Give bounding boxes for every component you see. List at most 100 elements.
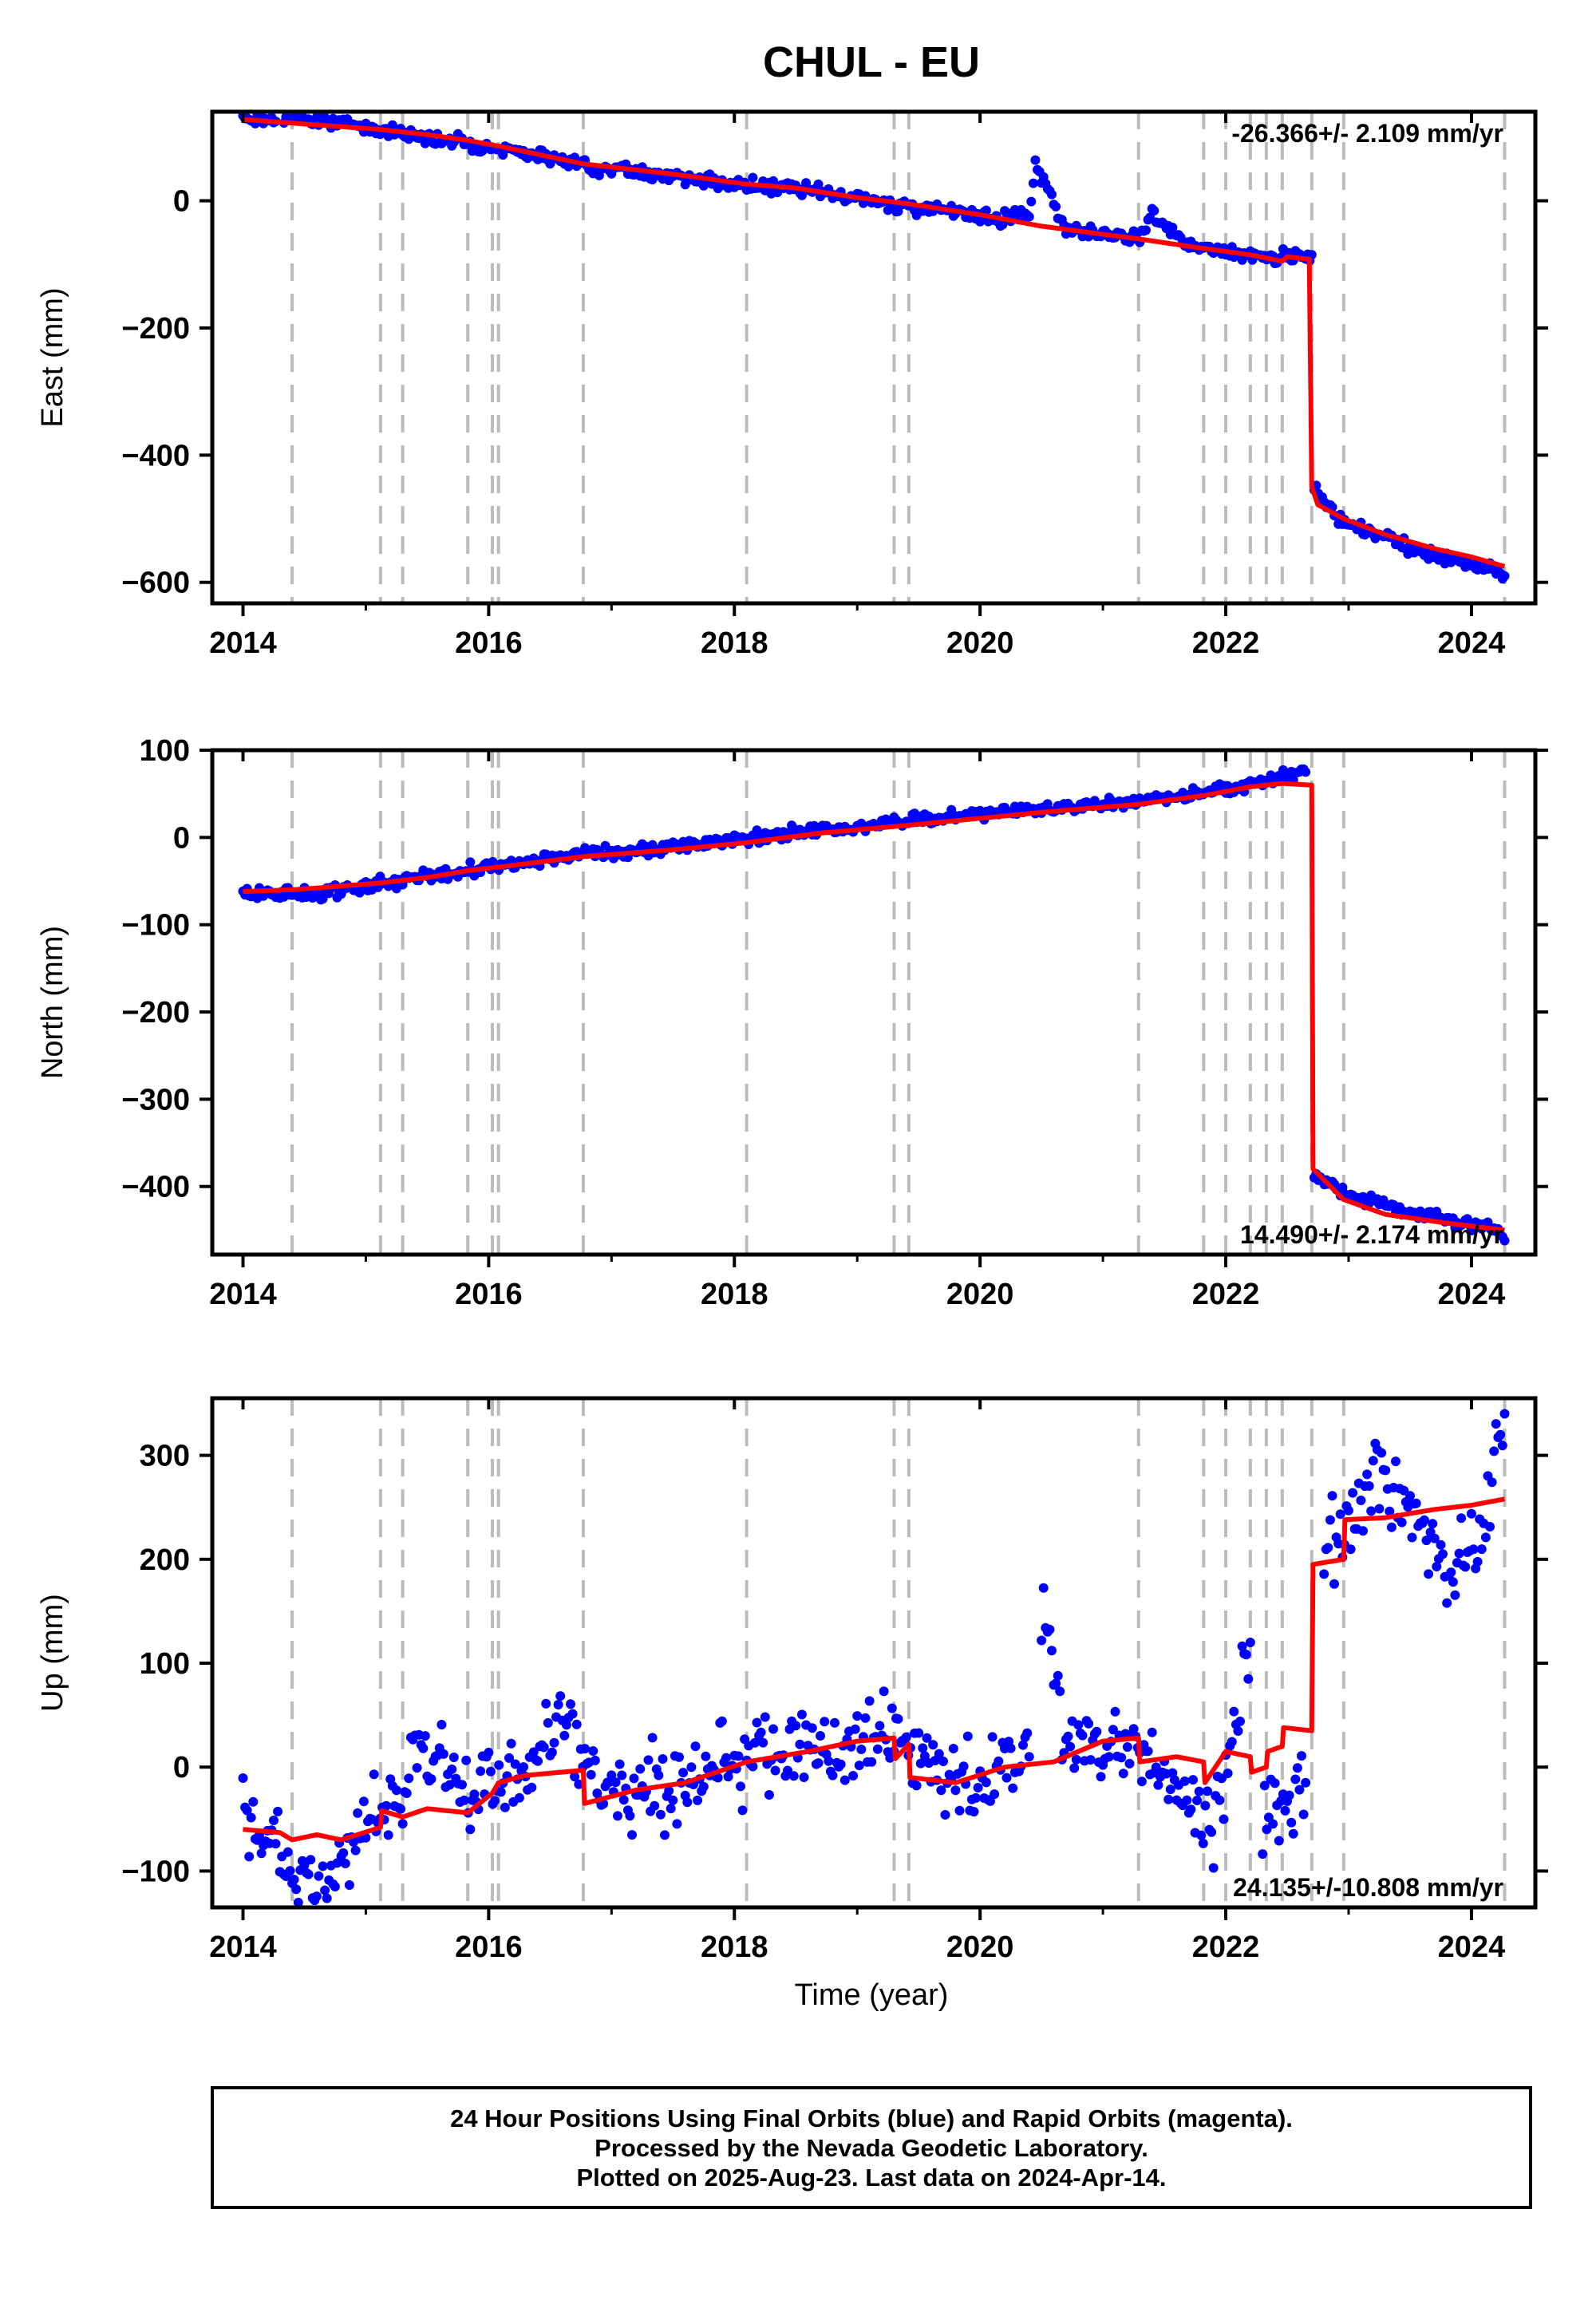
data-point [1022, 1728, 1033, 1738]
data-point [1245, 1637, 1255, 1647]
data-point [872, 1744, 883, 1754]
data-point [1476, 1544, 1487, 1555]
data-point [1323, 1543, 1333, 1553]
data-point [1424, 1569, 1434, 1579]
data-point [1071, 1754, 1081, 1765]
data-point [1487, 1477, 1497, 1488]
data-point [285, 1866, 295, 1876]
data-point [1153, 1780, 1163, 1790]
data-point [796, 1709, 807, 1720]
data-point [1104, 1752, 1114, 1762]
x-axis-label: Time (year) [795, 1978, 949, 2012]
panel-up: 2014 2016 2018 2020 2022 2024 300 200 100 0 −100 Up… [36, 1396, 1548, 1964]
data-point [824, 1756, 834, 1766]
y-axis-label: Up (mm) [36, 1594, 69, 1712]
data-point [1344, 1505, 1353, 1516]
y-tick-label: −400 [121, 1171, 190, 1204]
scatter-points [238, 110, 1510, 584]
data-point [1024, 211, 1034, 222]
data-point [701, 1751, 711, 1761]
data-point [919, 1751, 930, 1761]
data-point [469, 1789, 480, 1800]
data-point [555, 1691, 566, 1701]
data-point [1385, 1506, 1395, 1516]
data-point [1053, 1670, 1063, 1681]
data-point [1356, 1496, 1366, 1505]
data-point [1491, 1419, 1501, 1429]
data-point [643, 1755, 654, 1765]
data-point [586, 1769, 596, 1780]
data-point [668, 1795, 678, 1805]
plot-frame [210, 748, 1538, 1257]
data-point [749, 1737, 760, 1748]
data-point [514, 1792, 524, 1803]
panel-north: 2014 2016 2018 2020 2022 2024 100 0 −100 −200 −300… [36, 734, 1548, 1311]
data-point [764, 1790, 774, 1800]
data-point [1051, 1678, 1061, 1689]
data-point [396, 1804, 406, 1814]
data-point [717, 1716, 727, 1726]
data-point [291, 1884, 302, 1895]
data-point [1460, 1562, 1471, 1572]
data-point [658, 1754, 668, 1764]
data-point [273, 1806, 283, 1816]
x-tick-label: 2014 [209, 626, 277, 660]
data-point [293, 1897, 303, 1907]
y-axis-label: East (mm) [36, 287, 69, 427]
data-point [1327, 1491, 1337, 1501]
rate-annotation: 14.490+/- 2.174 mm/yr [1240, 1220, 1503, 1249]
data-point [1149, 206, 1159, 215]
data-point [682, 1797, 693, 1808]
data-point [998, 219, 1008, 230]
data-point [1335, 1509, 1345, 1520]
data-point [504, 1753, 514, 1763]
data-point [613, 1811, 622, 1821]
data-point [269, 1816, 279, 1825]
data-point [383, 1830, 393, 1840]
data-point [1085, 1755, 1096, 1765]
data-point [1005, 1743, 1016, 1753]
data-point [306, 1855, 316, 1865]
data-point [981, 205, 991, 215]
data-point [756, 1727, 766, 1737]
data-point [1055, 1686, 1065, 1697]
data-point [387, 120, 397, 130]
data-point [353, 1808, 363, 1818]
data-point [448, 1753, 459, 1762]
data-point [698, 1781, 709, 1792]
data-point [571, 1719, 582, 1729]
data-point [693, 1795, 703, 1805]
data-point [852, 1711, 863, 1721]
data-point [1028, 178, 1038, 188]
data-point [320, 1885, 330, 1895]
data-point [655, 1809, 666, 1820]
data-point [660, 1830, 670, 1840]
data-point [950, 1785, 961, 1796]
data-point [1118, 1769, 1128, 1779]
data-point [987, 1732, 998, 1742]
data-point [330, 1882, 340, 1891]
chart-title: CHUL - EU [763, 38, 980, 86]
data-point [1194, 1786, 1204, 1796]
data-point [1374, 1504, 1385, 1514]
x-tick-label: 2018 [701, 626, 768, 660]
data-point [459, 1795, 469, 1805]
data-point [893, 206, 903, 216]
data-point [915, 1758, 926, 1769]
data-point [1203, 1786, 1212, 1796]
data-point [1073, 1720, 1084, 1730]
data-point [1208, 1863, 1219, 1873]
data-point [1407, 1532, 1417, 1543]
data-point [748, 1761, 758, 1772]
data-point [1196, 1830, 1207, 1840]
data-point [485, 1766, 496, 1777]
y-tick-label: 0 [173, 1751, 190, 1784]
data-point [848, 1771, 859, 1780]
data-point [549, 1737, 559, 1748]
data-point [461, 1755, 472, 1765]
data-point [322, 1893, 332, 1903]
data-point [1446, 1567, 1456, 1578]
data-point [519, 1762, 528, 1773]
data-point [397, 1819, 408, 1829]
data-point [1207, 1827, 1217, 1837]
